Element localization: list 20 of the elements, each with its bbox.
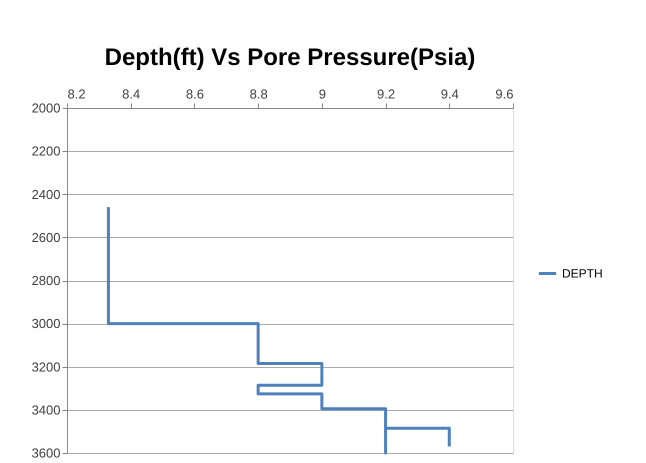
x-tick-label: 9.6 <box>495 86 514 102</box>
y-tick-label: 2400 <box>32 186 60 202</box>
y-tick-label: 3400 <box>32 402 60 418</box>
x-tick-label: 9.4 <box>440 86 459 102</box>
x-tick-label: 8.2 <box>68 86 86 102</box>
y-tick-label: 3600 <box>32 446 60 460</box>
y-tick-label: 2200 <box>32 144 60 159</box>
x-tick-label: 9 <box>318 86 326 102</box>
x-tick-label: 9.2 <box>377 86 396 102</box>
y-tick-label: 2800 <box>32 273 60 288</box>
x-tick-label: 8.6 <box>186 86 204 102</box>
x-tick-label: 8.8 <box>250 86 268 102</box>
legend-label: DEPTH <box>562 266 603 280</box>
line-series <box>106 206 451 454</box>
chart-title: Depth(ft) Vs Pore Pressure(Psia) <box>104 44 476 71</box>
y-tick-label: 3000 <box>32 316 60 332</box>
y-tick-label: 2000 <box>32 100 60 116</box>
y-tick-label: 3200 <box>32 359 60 374</box>
x-tick-label: 8.4 <box>122 86 140 102</box>
y-tick-label: 2600 <box>32 230 60 245</box>
